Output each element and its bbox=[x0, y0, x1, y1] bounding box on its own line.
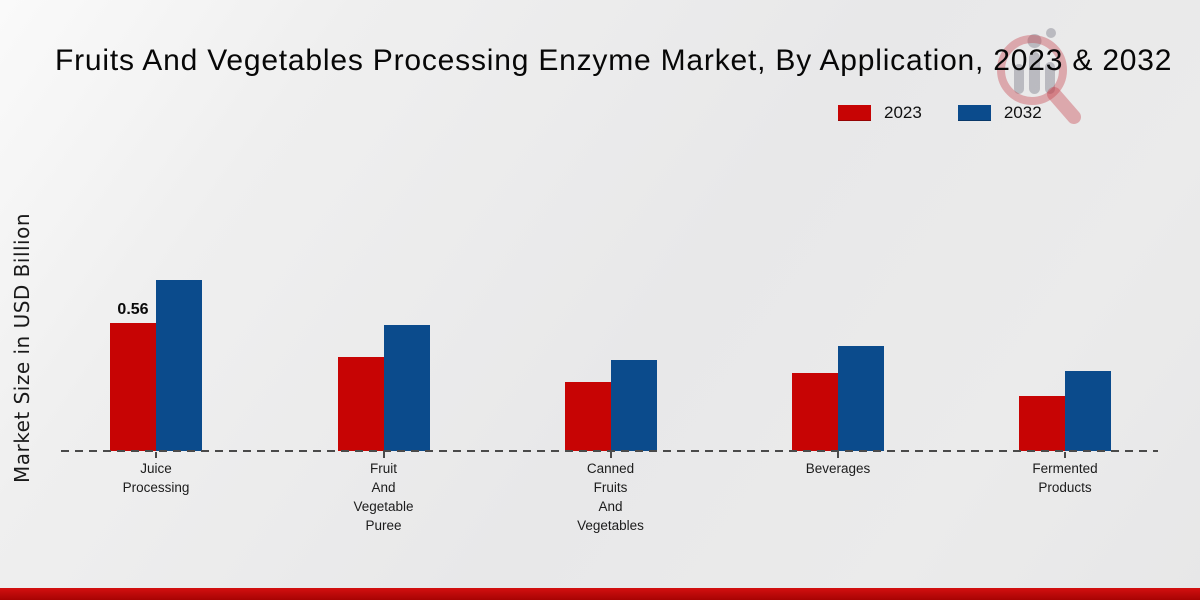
x-axis-tick-0 bbox=[155, 452, 157, 458]
x-axis-tick-2 bbox=[609, 452, 612, 458]
legend-swatch-2032 bbox=[957, 105, 991, 121]
y-axis-label: Market Size in USD Billion bbox=[10, 212, 34, 484]
category-label-3: Beverages bbox=[805, 461, 871, 476]
legend-label-2023: 2023 bbox=[884, 103, 922, 122]
x-axis-tick-3 bbox=[837, 452, 839, 458]
bar-2032-cat0 bbox=[156, 280, 202, 451]
chart-title: Fruits And Vegetables Processing Enzyme … bbox=[55, 44, 1173, 77]
magnifier-bar-chart-logo-icon bbox=[997, 28, 1081, 124]
legend-item-2032: 2032 bbox=[957, 103, 1042, 123]
bar-2023-cat3 bbox=[792, 373, 838, 451]
bar-value-label-2023-cat0: 0.56 bbox=[117, 301, 149, 318]
category-label-4: Fermented Products bbox=[1032, 461, 1098, 495]
legend: 2023 2032 bbox=[838, 103, 1078, 123]
bar-2032-cat1 bbox=[383, 325, 430, 451]
legend-label-2032: 2032 bbox=[1003, 103, 1042, 122]
x-axis-tick-1 bbox=[382, 452, 385, 458]
x-axis-tick-4 bbox=[1064, 452, 1066, 458]
bar-2032-cat2 bbox=[610, 360, 657, 451]
bar-2023-cat1 bbox=[337, 357, 384, 451]
bar-2023-cat0 bbox=[110, 323, 156, 451]
legend-item-2023: 2023 bbox=[838, 103, 922, 123]
category-label-1: Fruit And Vegetable Puree bbox=[353, 461, 414, 533]
category-label-0: Juice Processing bbox=[122, 461, 190, 495]
bar-2023-cat4 bbox=[1019, 396, 1065, 451]
footer-accent-bar bbox=[0, 588, 1200, 600]
x-axis-baseline bbox=[61, 450, 1158, 452]
legend-swatch-2023 bbox=[838, 105, 871, 121]
bar-2032-cat3 bbox=[838, 346, 884, 451]
bar-2023-cat2 bbox=[564, 382, 611, 451]
category-label-2: Canned Fruits And Vegetables bbox=[577, 461, 644, 533]
bar-2032-cat4 bbox=[1065, 371, 1111, 451]
